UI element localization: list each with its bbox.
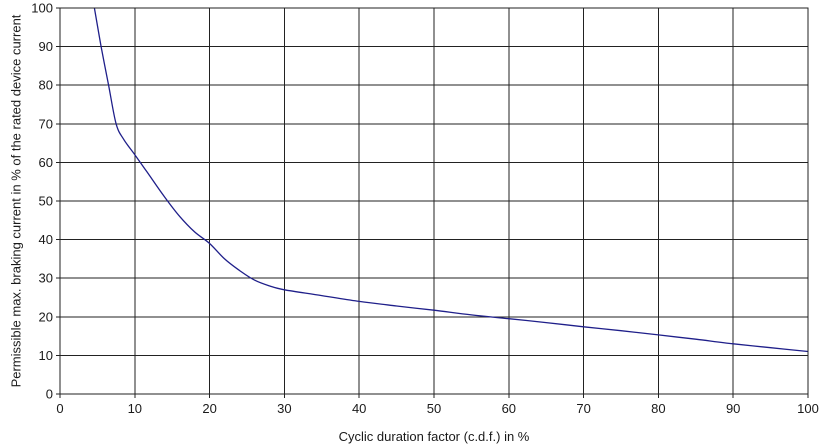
x-tick-label: 10 — [128, 401, 142, 416]
x-tick-label: 20 — [202, 401, 216, 416]
x-tick-label: 0 — [56, 401, 63, 416]
x-tick-label: 40 — [352, 401, 366, 416]
y-axis-label: Permissible max. braking current in % of… — [8, 14, 23, 387]
grid — [59, 7, 809, 395]
y-tick-label: 30 — [39, 271, 53, 286]
y-tick-label: 50 — [39, 194, 53, 209]
y-tick-label: 0 — [46, 387, 53, 402]
x-tick-label: 30 — [277, 401, 291, 416]
y-tick-label: 100 — [31, 1, 53, 16]
series-line-0 — [93, 7, 809, 353]
y-tick-label: 40 — [39, 232, 53, 247]
series-layer — [93, 7, 809, 353]
y-tick-label: 60 — [39, 155, 53, 170]
x-tick-label: 100 — [797, 401, 819, 416]
x-tick-label: 50 — [427, 401, 441, 416]
x-tick-label: 70 — [576, 401, 590, 416]
y-tick-label: 90 — [39, 39, 53, 54]
x-axis-label: Cyclic duration factor (c.d.f.) in % — [339, 429, 530, 444]
y-tick-label: 70 — [39, 116, 53, 131]
y-axis-ticks: 0 10 20 30 40 50 60 70 80 90 100 — [31, 1, 60, 402]
x-axis-ticks: 0 10 20 30 40 50 60 70 80 90 100 — [56, 394, 819, 416]
plot-frame — [59, 7, 809, 395]
x-tick-label: 60 — [502, 401, 516, 416]
y-tick-label: 80 — [39, 78, 53, 93]
x-tick-label: 80 — [651, 401, 665, 416]
x-tick-label: 90 — [726, 401, 740, 416]
y-tick-label: 10 — [39, 348, 53, 363]
y-tick-label: 20 — [39, 309, 53, 324]
